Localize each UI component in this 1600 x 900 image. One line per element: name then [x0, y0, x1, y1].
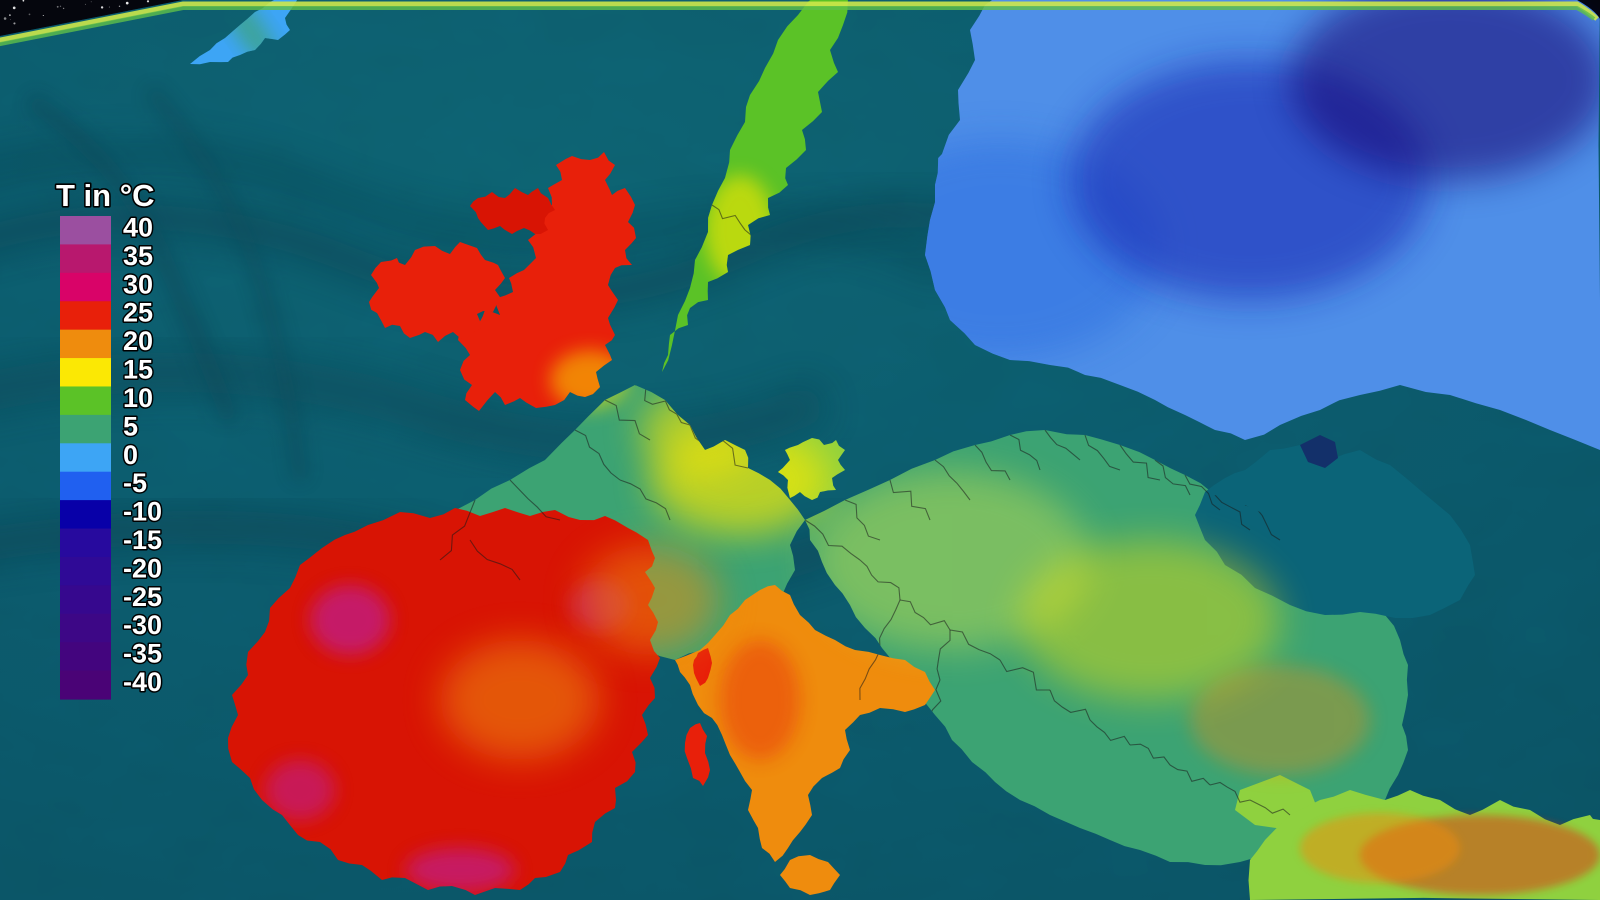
- svg-text:30: 30: [123, 269, 153, 299]
- svg-text:5: 5: [123, 411, 138, 441]
- svg-text:-5: -5: [123, 468, 147, 498]
- svg-text:-15: -15: [123, 525, 162, 555]
- svg-text:-30: -30: [123, 610, 162, 640]
- svg-text:10: 10: [123, 383, 153, 413]
- svg-text:-40: -40: [123, 667, 162, 697]
- svg-text:40: 40: [123, 213, 153, 243]
- svg-text:15: 15: [123, 355, 153, 385]
- svg-text:-20: -20: [123, 553, 162, 583]
- svg-text:-10: -10: [123, 497, 162, 527]
- svg-text:20: 20: [123, 326, 153, 356]
- svg-text:T in °C: T in °C: [56, 178, 155, 213]
- svg-text:-35: -35: [123, 639, 162, 669]
- svg-text:25: 25: [123, 298, 153, 328]
- svg-text:-25: -25: [123, 582, 162, 612]
- svg-text:0: 0: [123, 440, 138, 470]
- svg-text:35: 35: [123, 241, 153, 271]
